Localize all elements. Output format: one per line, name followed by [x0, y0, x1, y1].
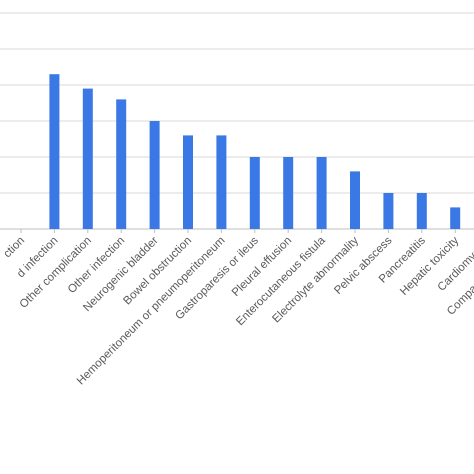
- bar-7: [249, 157, 260, 229]
- bar-5: [183, 135, 193, 229]
- bars: [49, 74, 461, 230]
- bar-12: [416, 193, 427, 229]
- category-label-8: Pleural effusion: [230, 235, 294, 299]
- bar-10: [350, 171, 360, 229]
- bar-4: [149, 121, 160, 229]
- category-label-13: Hepatic toxicity: [398, 234, 461, 297]
- bar-11: [383, 193, 394, 229]
- category-label-0: ction: [1, 235, 27, 261]
- bar-1: [49, 74, 60, 229]
- gridlines: [0, 12, 474, 233]
- bar-3: [116, 99, 127, 230]
- bar-13: [450, 207, 461, 229]
- category-label-11: Pelvic abscess: [332, 234, 394, 296]
- bar-8: [283, 157, 294, 229]
- bar-9: [316, 157, 327, 229]
- bar-2: [82, 88, 93, 229]
- bar-6: [216, 135, 227, 229]
